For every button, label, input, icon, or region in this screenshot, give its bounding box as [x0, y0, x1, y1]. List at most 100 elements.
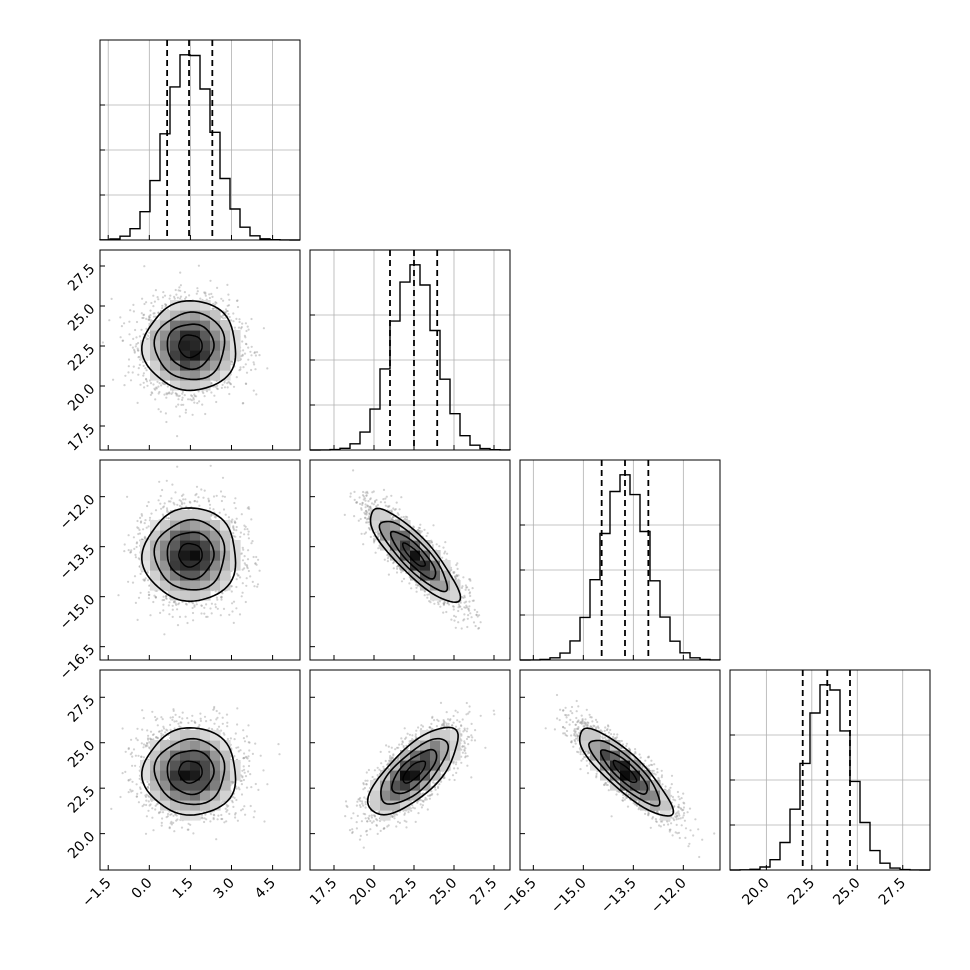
sample-point	[152, 294, 155, 297]
sample-point	[168, 613, 171, 616]
sample-point	[235, 585, 238, 589]
sample-point	[161, 506, 165, 509]
sample-point	[174, 392, 177, 395]
density-cell	[210, 330, 221, 341]
sample-point	[229, 383, 232, 386]
sample-point	[143, 386, 146, 389]
sample-point	[240, 513, 243, 516]
sample-point	[224, 513, 227, 516]
sample-point	[148, 584, 151, 587]
sample-point	[220, 595, 223, 599]
sample-point	[145, 369, 148, 372]
sample-point	[171, 483, 174, 486]
sample-point	[231, 363, 234, 366]
sample-point	[179, 289, 182, 292]
sample-point	[256, 585, 259, 588]
sample-point	[230, 585, 233, 588]
sample-point	[189, 398, 192, 401]
sample-point	[170, 392, 173, 395]
sample-point	[241, 354, 244, 357]
sample-point	[163, 294, 167, 297]
sample-point	[136, 401, 139, 404]
sample-point	[255, 563, 258, 566]
sample-point	[157, 298, 160, 301]
sample-point	[250, 368, 253, 372]
sample-point	[193, 605, 196, 608]
sample-point	[157, 311, 160, 314]
sample-point	[209, 279, 212, 282]
sample-point	[188, 500, 191, 503]
sample-point	[137, 367, 140, 370]
sample-point	[159, 410, 162, 413]
sample-point	[232, 312, 235, 315]
sample-point	[188, 294, 191, 297]
sample-point	[178, 504, 181, 507]
sample-point	[209, 607, 212, 610]
sample-point	[225, 310, 228, 313]
sample-point	[227, 293, 230, 296]
sample-point	[135, 541, 139, 544]
sample-point	[150, 301, 153, 305]
density-cell	[210, 350, 221, 361]
sample-point	[191, 611, 195, 615]
sample-point	[135, 343, 138, 346]
sample-point	[224, 308, 228, 311]
sample-point	[253, 351, 256, 355]
density-cell	[160, 310, 171, 321]
density-cell	[180, 350, 191, 361]
sample-point	[161, 381, 164, 384]
sample-point	[228, 392, 231, 396]
sample-point	[241, 568, 244, 571]
sample-point	[178, 415, 181, 418]
sample-point	[154, 595, 157, 599]
sample-point	[157, 311, 160, 314]
sample-point	[230, 520, 233, 523]
sample-point	[192, 619, 195, 622]
sample-point	[164, 412, 167, 415]
sample-point	[144, 519, 147, 522]
sample-point	[203, 395, 206, 398]
sample-point	[175, 394, 178, 397]
sample-point	[144, 367, 147, 370]
density-cell	[160, 370, 171, 381]
sample-point	[245, 329, 248, 333]
sample-point	[248, 507, 251, 510]
sample-point	[171, 604, 174, 607]
sample-point	[232, 527, 235, 530]
sample-point	[211, 307, 214, 310]
sample-point	[135, 545, 138, 549]
sample-point	[220, 316, 223, 319]
sample-point	[244, 363, 247, 366]
sample-point	[169, 294, 172, 297]
sample-point	[255, 555, 258, 559]
sample-point	[239, 531, 242, 534]
sample-point	[146, 504, 149, 508]
sample-point	[247, 530, 250, 533]
sample-point	[167, 590, 170, 593]
sample-point	[251, 580, 254, 584]
sample-point	[222, 314, 225, 317]
sample-point	[165, 517, 168, 520]
sample-point	[219, 490, 223, 493]
sample-point	[144, 377, 148, 381]
sample-point	[153, 387, 156, 390]
sample-point	[146, 570, 149, 573]
sample-point	[159, 611, 162, 615]
sample-point	[160, 384, 163, 387]
sample-point	[162, 609, 165, 612]
sample-point	[133, 575, 137, 578]
sample-point	[161, 307, 164, 310]
sample-point	[142, 528, 145, 531]
sample-point	[183, 394, 186, 397]
sample-point	[141, 360, 145, 364]
sample-point	[253, 351, 257, 354]
sample-point	[193, 394, 196, 398]
density-cell	[210, 340, 221, 351]
sample-point	[159, 494, 162, 498]
sample-point	[235, 578, 238, 581]
sample-point	[127, 549, 130, 552]
sample-point	[233, 521, 237, 524]
sample-point	[143, 302, 146, 306]
density-cell	[190, 380, 201, 391]
sample-point	[231, 361, 234, 364]
